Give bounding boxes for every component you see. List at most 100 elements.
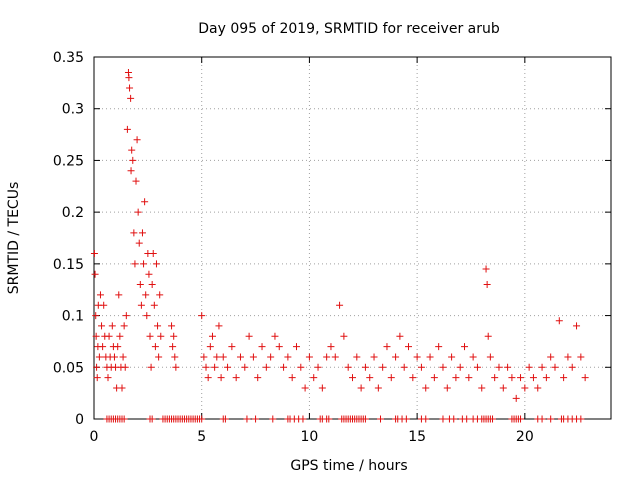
y-tick-labels: 0 0.05 0.1 0.15 0.2 0.25 0.3 0.35 bbox=[53, 50, 84, 428]
data-point bbox=[93, 363, 101, 371]
data-point bbox=[136, 281, 144, 289]
data-point bbox=[105, 332, 113, 340]
data-point bbox=[577, 415, 585, 423]
data-point bbox=[284, 353, 292, 361]
data-point bbox=[344, 363, 352, 371]
data-point bbox=[143, 312, 151, 320]
data-point bbox=[577, 353, 585, 361]
data-point bbox=[100, 301, 108, 309]
data-point bbox=[202, 363, 210, 371]
data-point bbox=[132, 177, 140, 185]
data-point bbox=[123, 125, 131, 133]
data-point bbox=[435, 343, 443, 351]
data-point bbox=[280, 363, 288, 371]
data-point bbox=[133, 136, 141, 144]
data-point bbox=[221, 415, 229, 423]
data-point bbox=[489, 415, 497, 423]
x-tick-label: 15 bbox=[408, 429, 426, 445]
data-point bbox=[271, 332, 279, 340]
data-point bbox=[517, 415, 525, 423]
data-point bbox=[262, 363, 270, 371]
data-point bbox=[171, 353, 179, 361]
data-point bbox=[127, 167, 135, 175]
data-point bbox=[387, 374, 395, 382]
data-point bbox=[340, 332, 348, 340]
data-point bbox=[169, 343, 177, 351]
y-tick-label: 0.2 bbox=[62, 205, 84, 221]
data-point bbox=[310, 374, 318, 382]
data-point bbox=[426, 353, 434, 361]
x-tick-labels: 0 5 10 15 20 bbox=[90, 429, 534, 445]
data-point bbox=[156, 291, 164, 299]
data-point bbox=[534, 384, 542, 392]
data-point bbox=[456, 363, 464, 371]
data-point bbox=[573, 322, 581, 330]
data-point bbox=[120, 322, 128, 330]
data-point bbox=[134, 208, 142, 216]
data-point bbox=[122, 312, 130, 320]
data-point bbox=[450, 415, 458, 423]
grid bbox=[94, 57, 611, 419]
data-point bbox=[95, 353, 103, 361]
data-point bbox=[211, 363, 219, 371]
data-point bbox=[463, 415, 471, 423]
data-point bbox=[361, 363, 369, 371]
data-point bbox=[512, 394, 520, 402]
data-point bbox=[92, 332, 100, 340]
data-point bbox=[99, 343, 107, 351]
data-point bbox=[465, 374, 473, 382]
data-point bbox=[258, 343, 266, 351]
data-point bbox=[581, 374, 589, 382]
data-point bbox=[405, 343, 413, 351]
data-point bbox=[413, 353, 421, 361]
data-point bbox=[137, 301, 145, 309]
data-point bbox=[327, 343, 335, 351]
y-tick-label: 0.3 bbox=[62, 102, 84, 118]
data-point bbox=[353, 353, 361, 361]
data-point bbox=[213, 353, 221, 361]
data-point bbox=[323, 353, 331, 361]
data-point bbox=[131, 260, 139, 268]
data-point bbox=[439, 415, 447, 423]
data-point bbox=[357, 384, 365, 392]
data-point bbox=[292, 343, 300, 351]
data-point bbox=[114, 343, 122, 351]
data-point bbox=[525, 363, 533, 371]
data-point bbox=[116, 332, 124, 340]
data-point bbox=[529, 374, 537, 382]
data-point bbox=[138, 229, 146, 237]
data-point bbox=[249, 353, 257, 361]
data-point bbox=[314, 363, 322, 371]
data-point bbox=[370, 353, 378, 361]
data-point bbox=[115, 291, 123, 299]
data-point bbox=[439, 363, 447, 371]
data-point bbox=[325, 415, 333, 423]
data-point bbox=[151, 343, 159, 351]
data-point bbox=[392, 353, 400, 361]
data-point bbox=[366, 374, 374, 382]
data-point bbox=[448, 353, 456, 361]
data-point bbox=[146, 332, 154, 340]
axis-ticks bbox=[93, 56, 611, 420]
data-point bbox=[461, 343, 469, 351]
data-point bbox=[301, 384, 309, 392]
data-point bbox=[140, 260, 148, 268]
data-point bbox=[147, 363, 155, 371]
data-point bbox=[126, 84, 134, 92]
data-point bbox=[236, 353, 244, 361]
data-point bbox=[155, 353, 163, 361]
data-point bbox=[568, 363, 576, 371]
data-point bbox=[206, 343, 214, 351]
data-point bbox=[482, 265, 490, 273]
data-point bbox=[243, 415, 251, 423]
data-point bbox=[499, 384, 507, 392]
data-point bbox=[469, 353, 477, 361]
data-point bbox=[478, 384, 486, 392]
data-point bbox=[318, 384, 326, 392]
data-point bbox=[483, 281, 491, 289]
data-point bbox=[299, 415, 307, 423]
data-point bbox=[168, 322, 176, 330]
data-point bbox=[228, 343, 236, 351]
